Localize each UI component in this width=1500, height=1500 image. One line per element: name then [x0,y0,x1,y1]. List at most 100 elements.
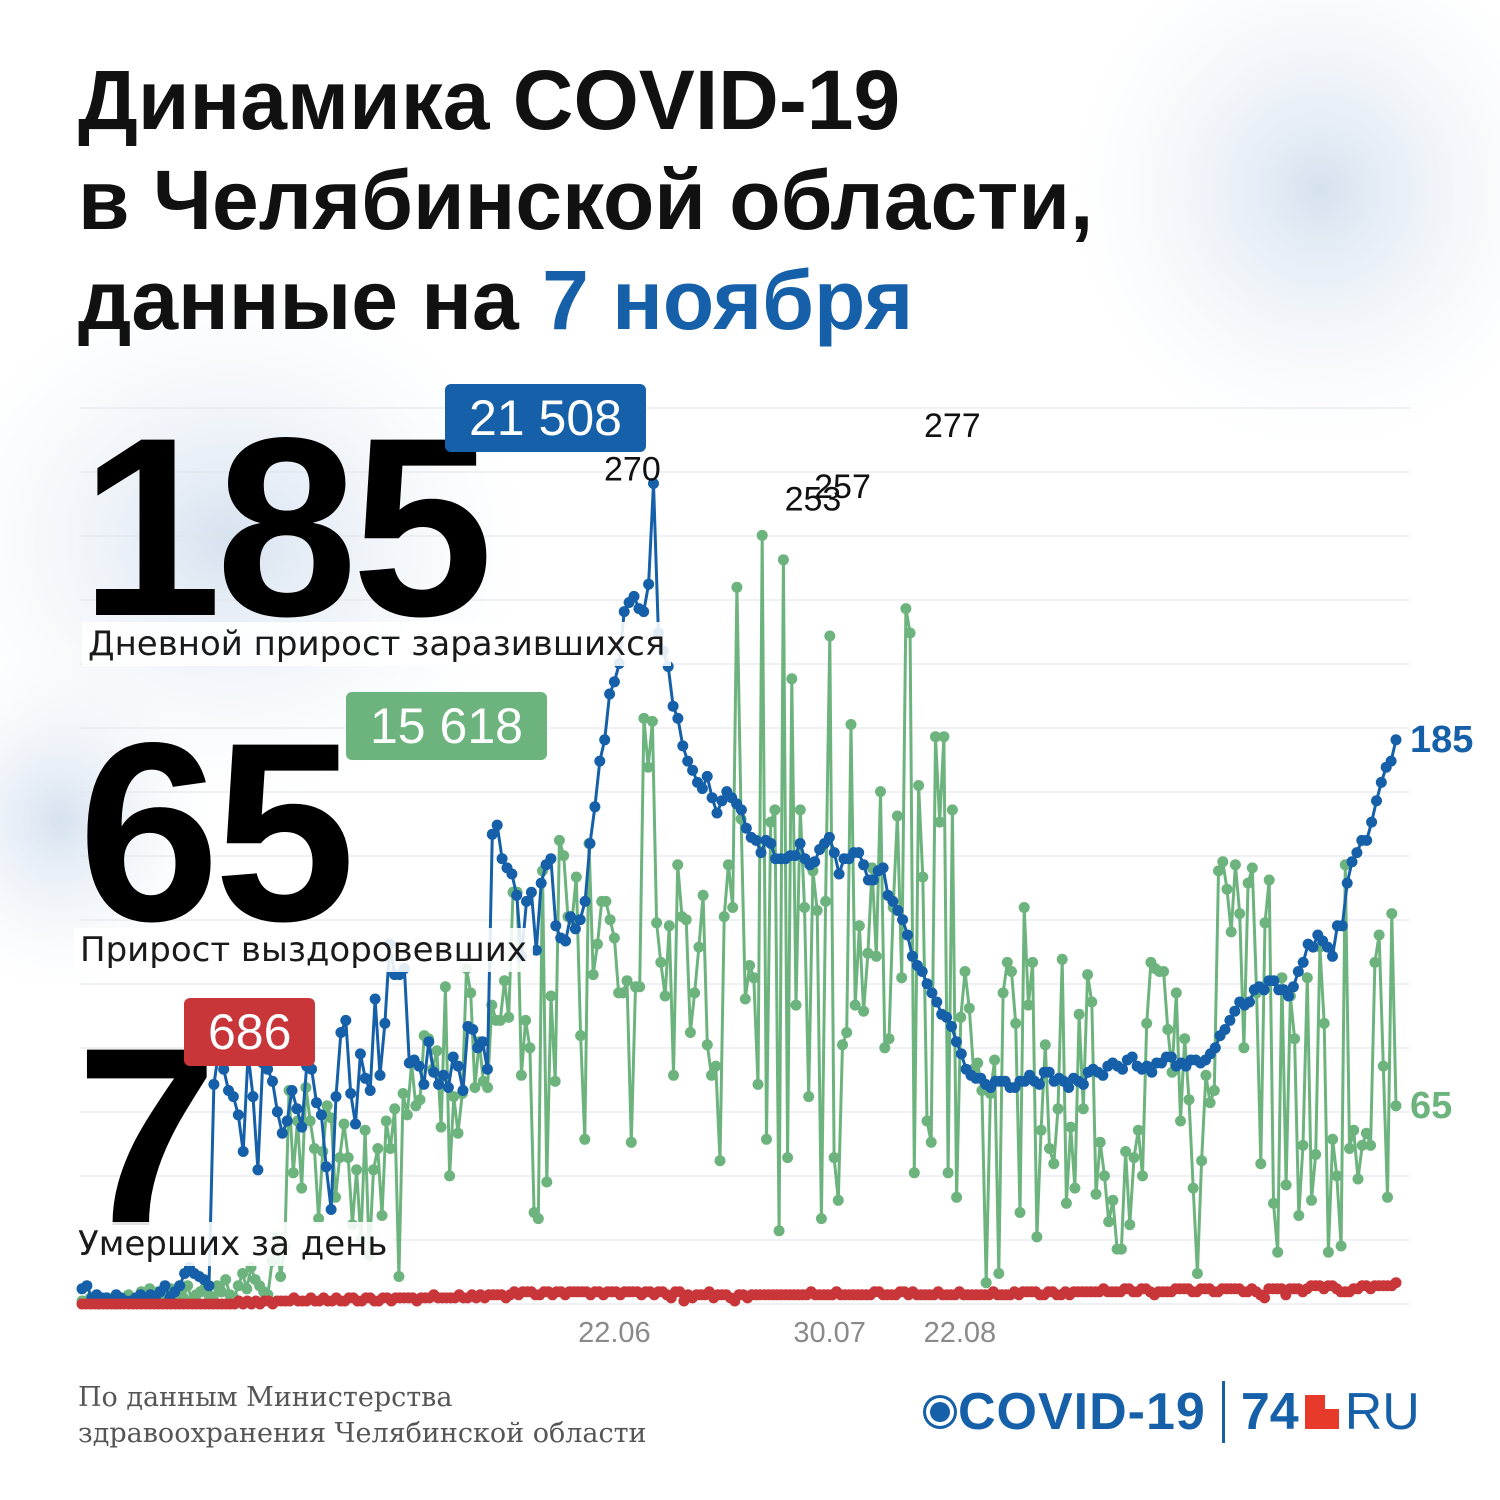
recovered-point [891,810,903,822]
recovered-point [1014,1207,1026,1218]
title-line-2: в Челябинской области, [78,153,1094,247]
recovered-point [1044,1143,1055,1154]
cases-point [1361,834,1373,846]
recovered-point [503,1011,515,1023]
cases-point [550,920,562,932]
cases-point [521,895,532,907]
recovered-point [549,1075,561,1087]
cases-point [1244,996,1255,1008]
recovered-point [617,987,629,999]
cases-point [599,734,611,746]
cases-point [486,828,498,840]
recovered-point [220,1274,232,1286]
recovered-point [1170,987,1182,999]
recovered-point [638,712,650,724]
covid19-74ru-logo: COVID-19 74 RU [930,1372,1420,1452]
recovered-point [401,1109,413,1121]
cases-point [569,923,581,935]
recovered-point [1213,865,1224,877]
cases-point [1043,1066,1055,1078]
recovered-point [469,1082,481,1093]
cases-point [1351,847,1363,859]
recovered-point [608,932,620,944]
cases-point [1097,1069,1109,1081]
cases-point [232,1109,244,1121]
recovered-point [520,1014,532,1026]
cases-point [740,822,752,834]
title-line-3-prefix: данные на [78,253,543,347]
recovered-point [1082,969,1094,981]
recovered-point [397,1088,409,1099]
recovered-point [1327,1133,1339,1145]
cases-point [1371,795,1382,807]
cases-point [1327,950,1338,962]
logo-ru-text: RU [1344,1383,1420,1441]
recovered-point [815,1213,827,1225]
cases-point [276,1127,288,1139]
recovered-end-label: 65 [1410,1085,1452,1127]
recovered-point [1035,1124,1047,1136]
cases-point [1258,984,1270,996]
recovered-point [917,871,929,883]
recovered-point [862,947,874,959]
cases-point [159,1280,171,1292]
recovered-line [82,533,1398,1306]
cases-point [330,1091,342,1103]
recovered-point [1365,1139,1377,1151]
cases-point [594,755,606,767]
recovered-point [1386,908,1398,920]
x-tick-label: 22.08 [924,1317,997,1349]
recovered-point [482,1082,494,1093]
cases-point [931,996,943,1008]
recovered-point [389,1103,401,1115]
cases-point [496,853,508,865]
recovered-point [714,1155,726,1167]
recovered-annotation: 277 [924,407,981,445]
recovered-point [820,895,832,907]
recovered-point [439,981,451,993]
recovered-point [393,1271,405,1282]
cases-point [1219,1024,1231,1035]
cases-point [227,1091,239,1103]
cases-point [716,795,728,807]
cases-point [281,1115,293,1127]
recovered-point [913,780,925,791]
recovered-point [1099,1170,1110,1182]
recovered-point [338,1118,350,1130]
recovered-annotation: 257 [814,468,871,506]
cases-point [1322,941,1334,953]
cases-point [218,1063,230,1075]
recovered-point [773,1225,785,1237]
recovered-point [368,1164,379,1176]
recovered-point [1183,1094,1195,1106]
recovered-point [1242,877,1254,889]
cases-point [950,1036,962,1048]
recovered-point [237,1268,249,1279]
recovered-point [959,966,971,977]
cases-point [325,1204,337,1215]
recovered-point [739,993,751,1005]
recovered-point [1310,1149,1322,1160]
cases-point [306,1063,318,1075]
recovered-point [1022,999,1034,1011]
recovered-point [1200,1069,1212,1081]
cases-point [1366,816,1378,828]
cases-point [174,1280,186,1292]
recovered-point [1103,1216,1115,1228]
recovered-point [651,917,663,929]
title-date: 7 ноября [542,253,914,347]
recovered-point [1196,1155,1208,1167]
cases-point [1165,1051,1177,1063]
recovered-point [1259,917,1271,929]
recovered-point [1344,1143,1355,1154]
cases-point [447,1051,459,1063]
recovered-point [1048,1158,1060,1170]
recovered-point [646,715,658,727]
cases-point [247,1091,259,1103]
recovered-point [858,1005,870,1017]
recovered-point [693,941,705,953]
cases-point [428,1066,440,1078]
recovered-point [372,1143,384,1154]
cases-point [413,1060,425,1072]
